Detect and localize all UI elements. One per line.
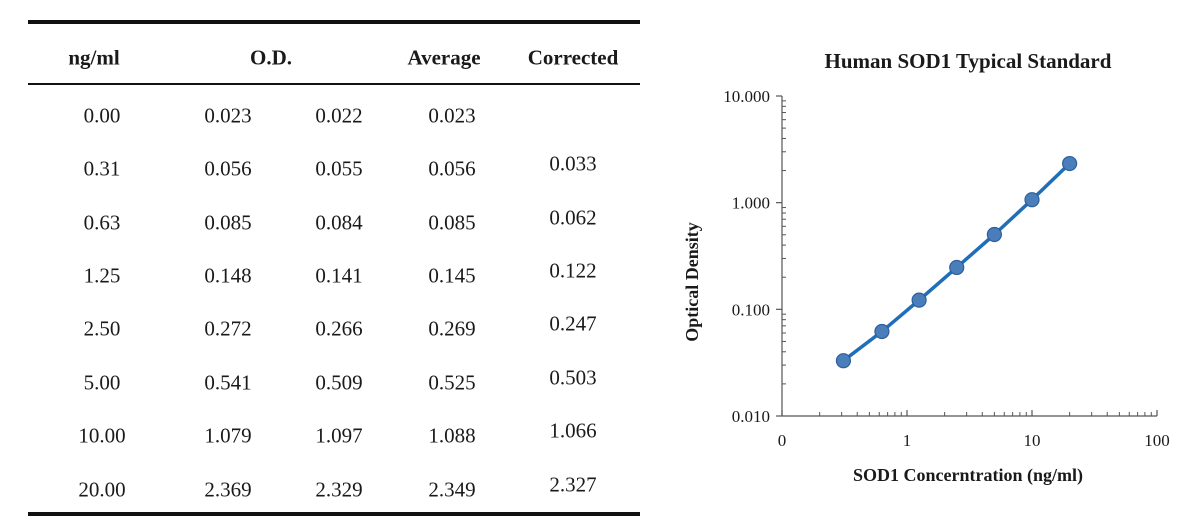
cell-average: 2.349: [428, 477, 476, 502]
cell-concentration: 1.25: [83, 263, 121, 288]
cell-od-replicate-2: 2.329: [315, 477, 363, 502]
data-point: [986, 226, 1002, 243]
y-tick-label: 1.000: [732, 194, 770, 213]
axes: 10.000 1.000 0.100 0.010 0 1 10 100: [723, 87, 1170, 450]
table-header-rule: [28, 83, 640, 85]
cell-concentration: 5.00: [83, 370, 121, 395]
cell-corrected: 0.503: [549, 365, 597, 390]
cell-concentration: 20.00: [78, 477, 126, 502]
standard-data-table: ng/ml O.D. Average Corrected 0.00 0.023 0.…: [28, 20, 640, 518]
cell-corrected: 0.122: [549, 258, 597, 283]
cell-od-replicate-1: 0.148: [204, 263, 252, 288]
cell-average: 0.023: [428, 103, 476, 128]
chart-canvas: Human SOD1 Typical Standard Optical Dens…: [682, 49, 1170, 486]
data-point: [874, 323, 890, 340]
x-axis-label: SOD1 Concerntration (ng/ml): [853, 465, 1083, 486]
cell-concentration: 2.50: [83, 316, 121, 341]
cell-od-replicate-1: 0.541: [204, 370, 252, 395]
data-point: [949, 259, 965, 276]
cell-od-replicate-2: 0.022: [315, 103, 363, 128]
cell-od-replicate-2: 0.084: [315, 210, 363, 235]
cell-average: 0.145: [428, 263, 476, 288]
chart-title: Human SOD1 Typical Standard: [825, 49, 1112, 73]
y-axis-label: Optical Density: [682, 222, 702, 342]
header-concentration: ng/ml: [68, 45, 120, 70]
cell-average: 0.056: [428, 156, 476, 181]
cell-od-replicate-2: 0.266: [315, 316, 363, 341]
data-point: [1024, 192, 1040, 208]
cell-average: 0.085: [428, 210, 476, 235]
cell-corrected: 2.327: [549, 472, 597, 497]
y-tick-label: 0.100: [732, 300, 770, 319]
cell-average: 0.525: [428, 370, 476, 395]
data-point: [835, 353, 852, 369]
header-corrected: Corrected: [527, 45, 619, 70]
standard-curve-chart: Human SOD1 Typical Standard Optical Dens…: [660, 26, 1180, 496]
cell-od-replicate-1: 0.056: [204, 156, 252, 181]
header-od: O.D.: [250, 45, 292, 70]
x-tick-label: 10: [1024, 431, 1041, 450]
cell-od-replicate-2: 1.097: [315, 423, 363, 448]
header-average: Average: [407, 45, 481, 70]
cell-od-replicate-2: 0.509: [315, 370, 363, 395]
cell-od-replicate-1: 0.272: [204, 316, 252, 341]
x-tick-label: 0: [778, 431, 787, 450]
cell-corrected: 0.247: [549, 311, 597, 336]
cell-corrected: 0.033: [549, 151, 597, 176]
cell-concentration: 10.00: [78, 423, 126, 448]
x-tick-label: 1: [903, 431, 912, 450]
cell-od-replicate-2: 0.141: [315, 263, 363, 288]
cell-od-replicate-2: 0.055: [315, 156, 363, 181]
cell-corrected: 0.062: [549, 205, 597, 230]
cell-concentration: 0.00: [83, 103, 121, 128]
data-point: [1062, 155, 1078, 172]
cell-corrected: 1.066: [549, 418, 597, 443]
table-bottom-rule: [28, 512, 640, 516]
table-top-rule: [28, 20, 640, 24]
cell-od-replicate-1: 1.079: [204, 423, 252, 448]
data-points: [835, 155, 1078, 369]
cell-od-replicate-1: 0.085: [204, 210, 252, 235]
cell-concentration: 0.31: [83, 156, 121, 181]
y-tick-label: 0.010: [732, 407, 770, 426]
cell-average: 1.088: [428, 423, 476, 448]
cell-average: 0.269: [428, 316, 476, 341]
y-tick-label: 10.000: [723, 87, 770, 106]
x-tick-label: 100: [1144, 431, 1170, 450]
data-point: [911, 292, 927, 308]
cell-od-replicate-1: 2.369: [204, 477, 252, 502]
cell-concentration: 0.63: [83, 210, 121, 235]
cell-od-replicate-1: 0.023: [204, 103, 252, 128]
